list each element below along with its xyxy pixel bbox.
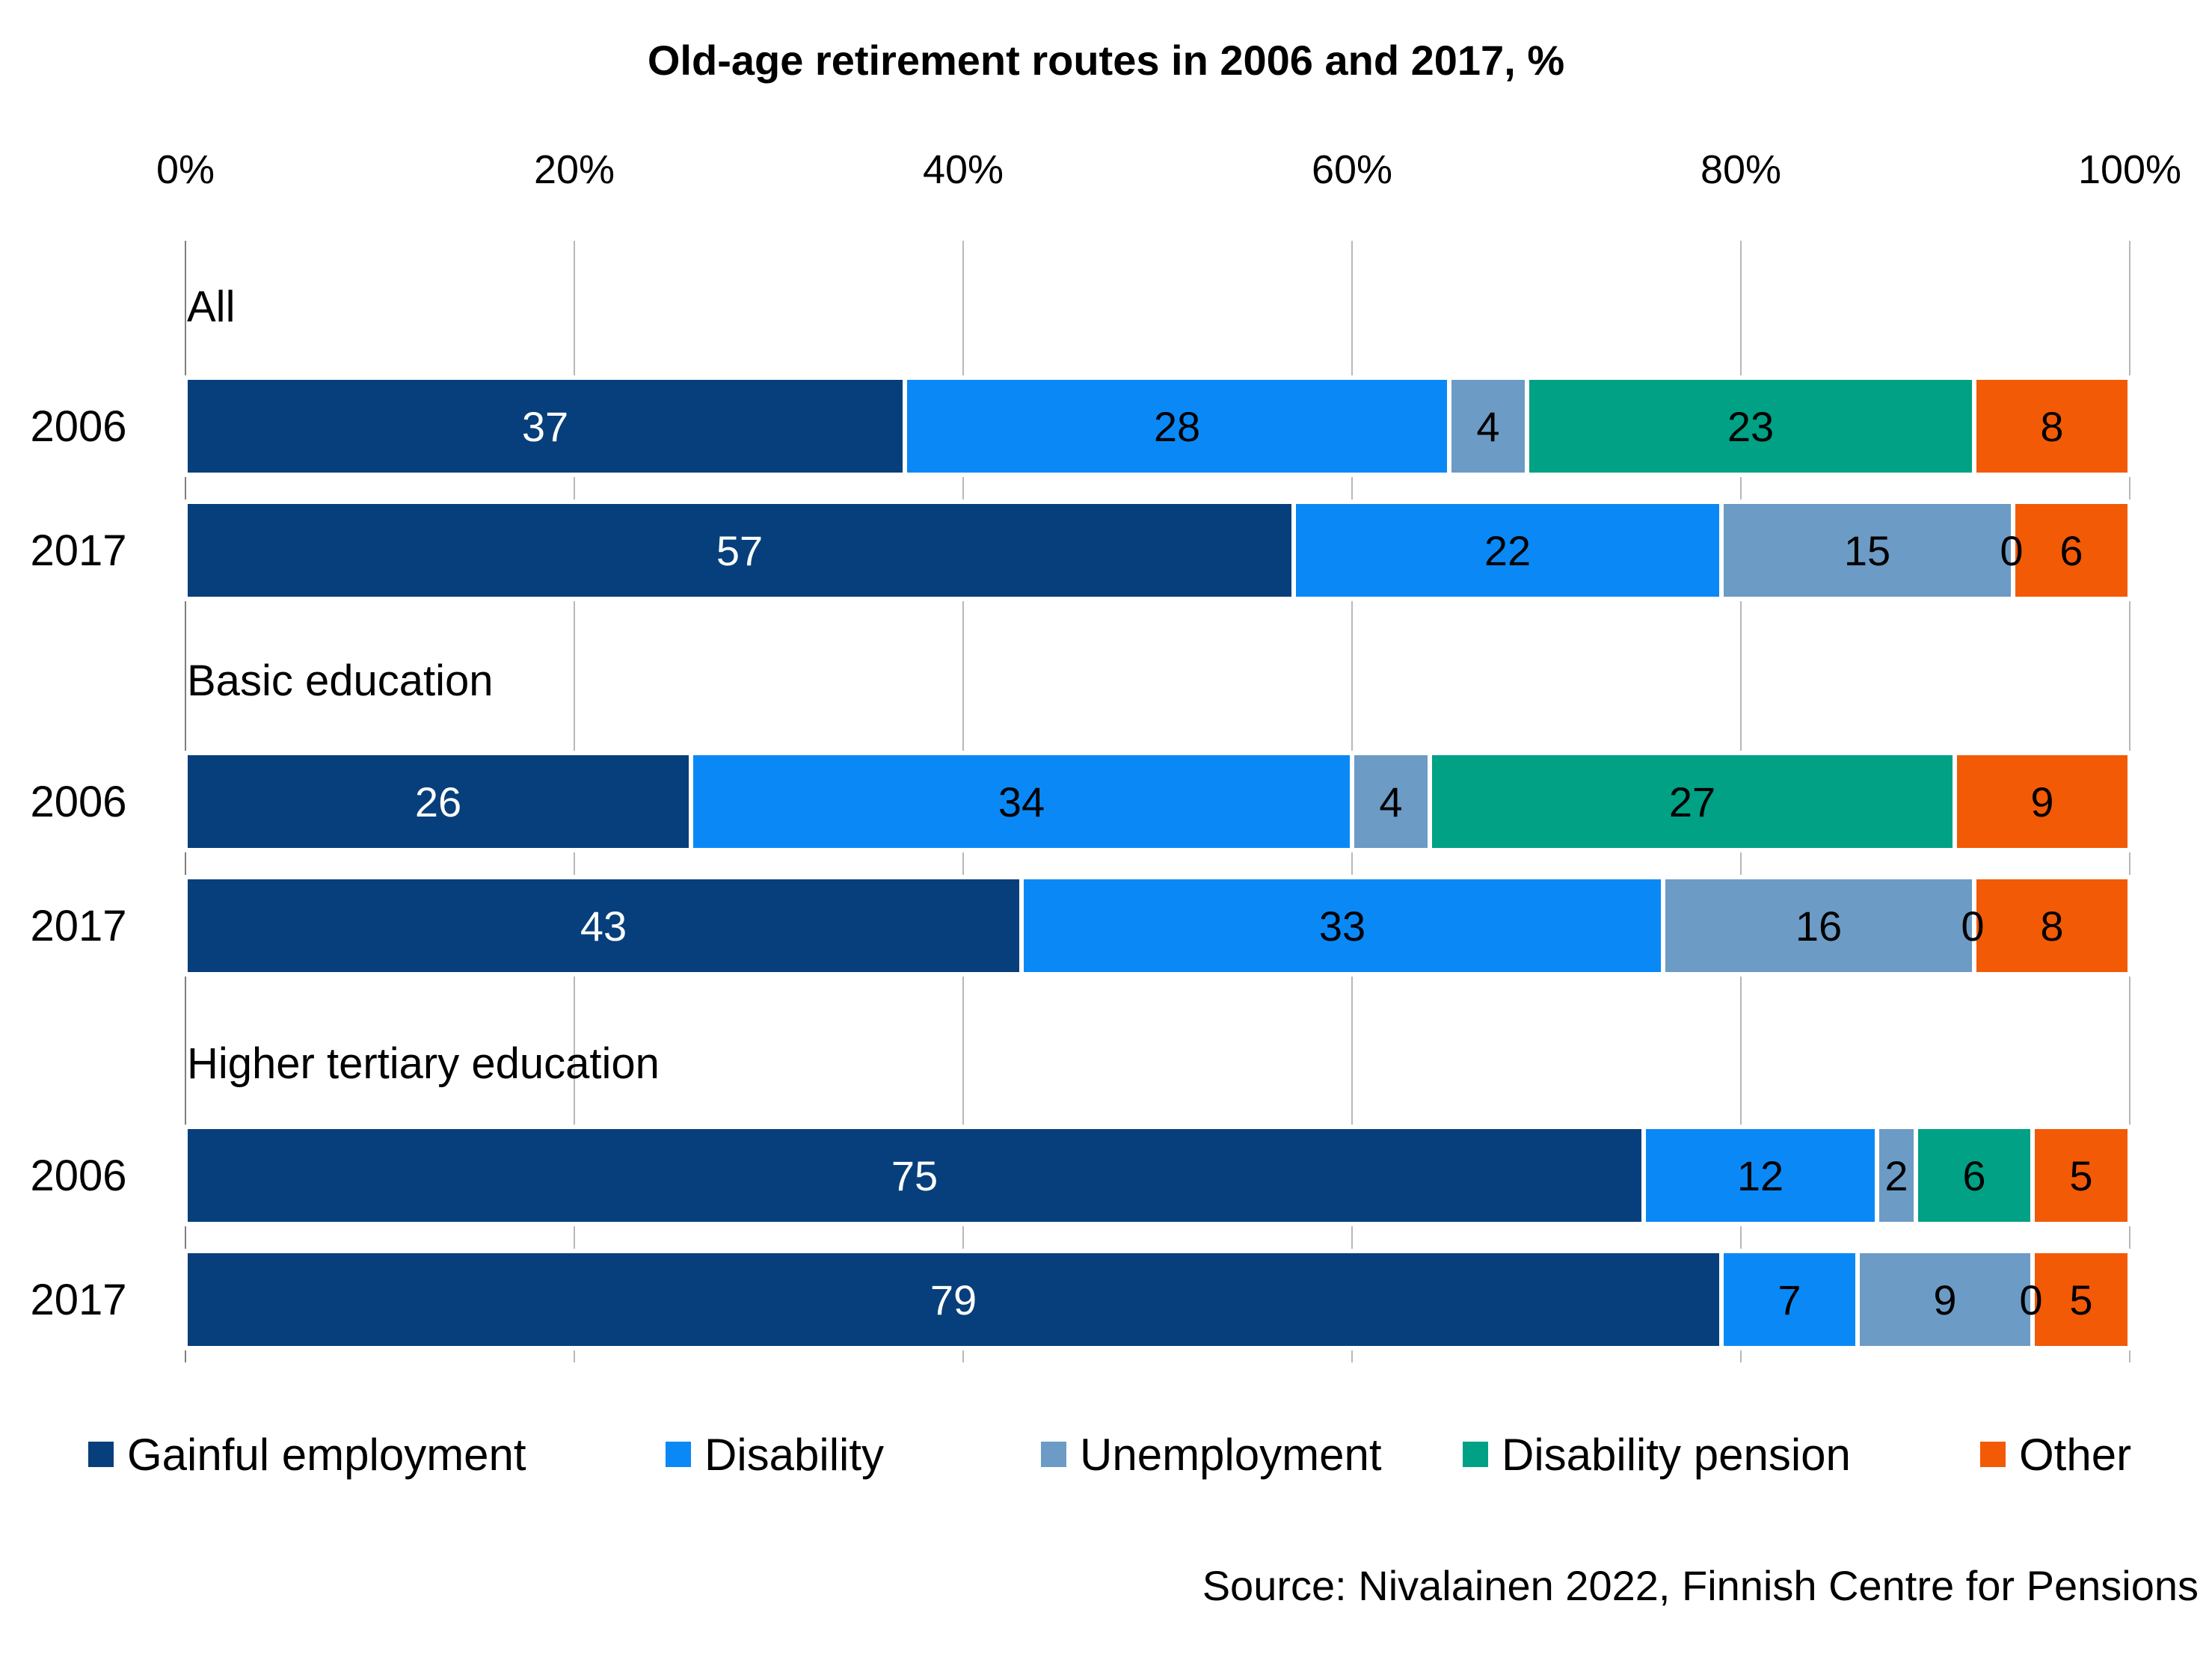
legend-swatch <box>1041 1442 1066 1467</box>
legend-swatch <box>666 1442 691 1467</box>
source-note: Source: Nivalainen 2022, Finnish Centre … <box>1202 1562 2199 1609</box>
data-label: 9 <box>2030 778 2053 826</box>
data-label: 7 <box>1778 1276 1801 1323</box>
data-label: 23 <box>1727 403 1774 450</box>
year-label: 2006 <box>30 402 126 451</box>
bar-segment <box>689 751 1354 852</box>
bar-segment <box>183 375 907 477</box>
chart-title: Old-age retirement routes in 2006 and 20… <box>648 37 1564 84</box>
bar-segment <box>183 1249 1724 1350</box>
x-tick-label: 0% <box>156 147 215 192</box>
data-label: 15 <box>1844 527 1890 574</box>
year-label: 2017 <box>30 1276 126 1324</box>
data-label: 0 <box>1961 903 1984 950</box>
group-label: Basic education <box>187 657 493 705</box>
bar-segment <box>1953 751 2132 852</box>
bar-segment <box>1525 375 1976 477</box>
legend-swatch <box>1463 1442 1488 1467</box>
legend: Gainful employment Disability Unemployment… <box>88 1430 2131 1480</box>
data-label: 0 <box>2019 1276 2042 1323</box>
data-label: 8 <box>2040 903 2063 950</box>
legend-label: Gainful employment <box>127 1430 526 1480</box>
data-label: 37 <box>522 403 568 450</box>
x-tick-label: 20% <box>534 147 615 192</box>
bar-segment <box>1855 1249 2035 1350</box>
year-label: 2006 <box>30 1152 126 1200</box>
data-label: 34 <box>998 778 1045 826</box>
bar-segment <box>1719 499 2015 601</box>
x-tick-label: 60% <box>1312 147 1392 192</box>
data-label: 26 <box>415 778 461 826</box>
year-label: 2006 <box>30 778 126 826</box>
x-axis-ticks: 0% 20% 40% 60% 80% 100% <box>156 147 2181 192</box>
legend-swatch <box>88 1442 114 1467</box>
bar-segment <box>1291 499 1724 601</box>
data-label: 16 <box>1795 903 1842 950</box>
data-label: 6 <box>2059 527 2083 574</box>
data-label: 4 <box>1379 778 1402 826</box>
bar-segment <box>1972 375 2132 477</box>
legend-swatch <box>1980 1442 2006 1467</box>
data-label: 57 <box>716 527 763 574</box>
x-tick-label: 40% <box>923 147 1004 192</box>
x-tick-label: 80% <box>1701 147 1781 192</box>
data-label: 5 <box>2069 1276 2092 1323</box>
data-label: 8 <box>2040 403 2063 450</box>
bar-segment <box>1350 751 1432 852</box>
data-label: 27 <box>1669 778 1715 826</box>
group-label: All <box>187 283 235 331</box>
data-label: 5 <box>2069 1152 2092 1199</box>
legend-label: Disability <box>704 1430 884 1480</box>
bar-segment <box>1972 875 2132 977</box>
bar-segment <box>183 751 693 852</box>
bar-segment <box>2030 1125 2132 1226</box>
legend-label: Disability pension <box>1502 1430 1851 1480</box>
year-label: 2017 <box>30 902 126 950</box>
data-label: 4 <box>1476 403 1499 450</box>
bar-segment <box>2030 1249 2132 1350</box>
data-label: 0 <box>2000 527 2023 574</box>
bar-segment <box>1661 875 1976 977</box>
data-label: 2 <box>1884 1152 1908 1199</box>
group-label: Higher tertiary education <box>187 1039 660 1088</box>
legend-label: Unemployment <box>1080 1430 1382 1480</box>
x-tick-label: 100% <box>2078 147 2181 192</box>
data-label: 9 <box>1933 1276 1956 1323</box>
data-label: 33 <box>1319 903 1365 950</box>
data-label: 22 <box>1484 527 1531 574</box>
bar-segment <box>183 499 1296 601</box>
data-label: 75 <box>891 1152 938 1199</box>
bar-segment <box>1428 751 1957 852</box>
data-label: 12 <box>1737 1152 1784 1199</box>
data-label: 6 <box>1962 1152 1985 1199</box>
bars <box>183 375 2132 1350</box>
data-label: 28 <box>1154 403 1200 450</box>
bar-segment <box>2011 499 2132 601</box>
data-label: 79 <box>930 1276 977 1323</box>
legend-label: Other <box>2019 1430 2131 1480</box>
year-label: 2017 <box>30 526 126 575</box>
data-label: 43 <box>580 903 627 950</box>
